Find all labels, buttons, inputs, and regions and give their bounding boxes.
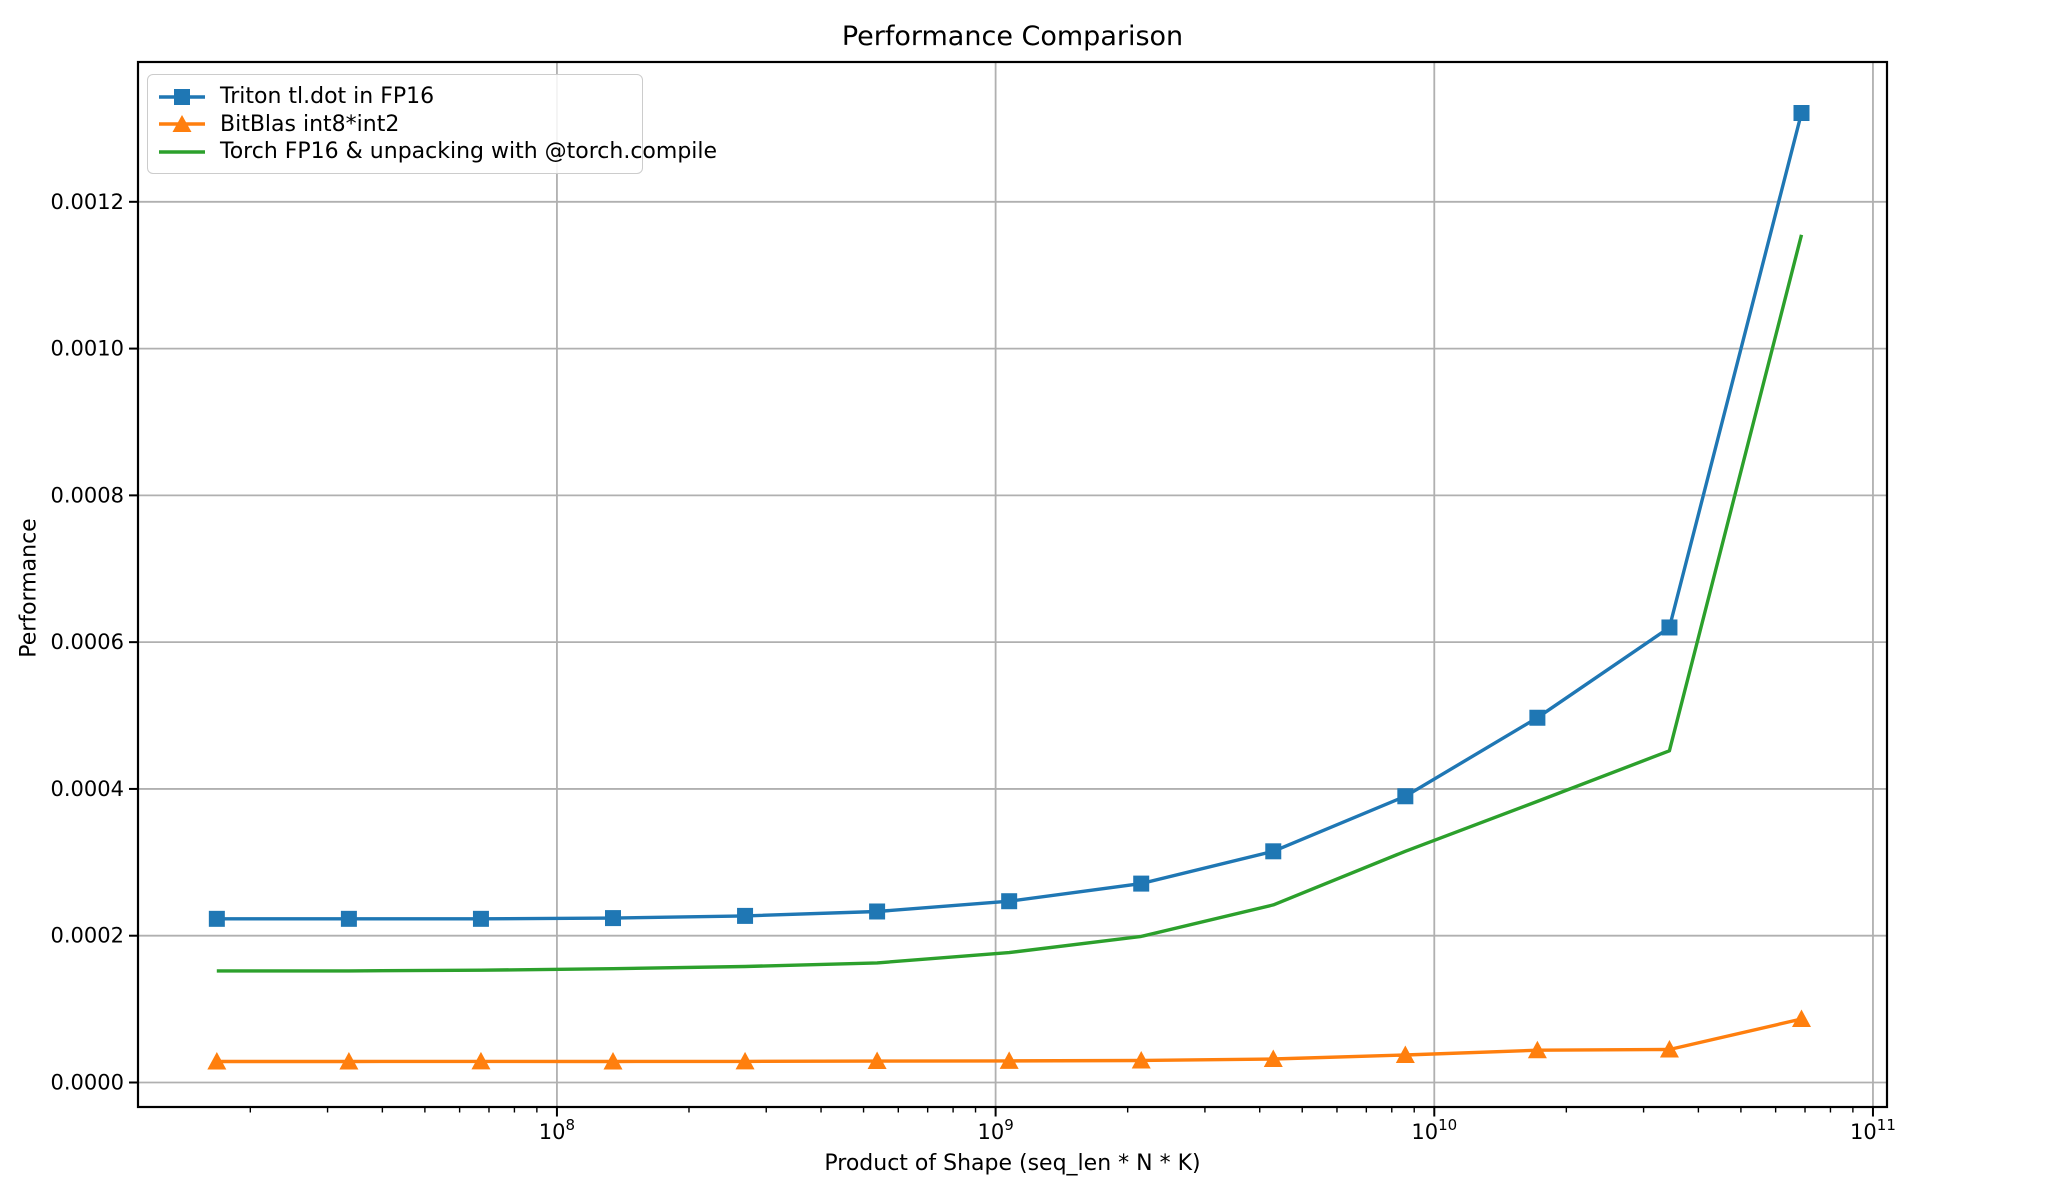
marker-triangle bbox=[867, 1051, 887, 1070]
marker-square bbox=[208, 910, 225, 927]
marker-square bbox=[605, 910, 622, 927]
y-tick-label: 0.0000 bbox=[51, 1070, 124, 1094]
marker-triangle bbox=[1527, 1040, 1547, 1059]
axes-spines bbox=[136, 60, 1889, 1109]
x-axis-label: Product of Shape (seq_len * N * K) bbox=[824, 1151, 1201, 1176]
x-tick-label: 1011 bbox=[1850, 1116, 1896, 1144]
marker-triangle bbox=[207, 1051, 227, 1070]
legend-label: Torch FP16 & unpacking with @torch.compi… bbox=[220, 139, 718, 164]
marker-square bbox=[1133, 875, 1150, 892]
marker-square bbox=[1001, 893, 1018, 910]
marker-square bbox=[1397, 788, 1414, 805]
x-tick-label: 109 bbox=[977, 1116, 1013, 1144]
legend-item-2: Torch FP16 & unpacking with @torch.compi… bbox=[158, 138, 717, 165]
marker-triangle bbox=[1263, 1049, 1283, 1068]
series-2 bbox=[216, 234, 1804, 973]
marker-triangle bbox=[471, 1051, 491, 1070]
tick-labels: 108 109 1010 1011 0.0000 0.0002 0.0004 0.0006 0.… bbox=[51, 190, 1896, 1144]
marker-triangle bbox=[1791, 1009, 1811, 1028]
gridlines bbox=[138, 62, 1887, 1107]
series-1 bbox=[207, 1009, 1811, 1070]
x-tick-label: 108 bbox=[539, 1116, 575, 1144]
marker-triangle bbox=[1131, 1050, 1151, 1069]
series-0 bbox=[208, 105, 1810, 927]
legend-sample-triangle-up bbox=[159, 115, 205, 132]
legend-label: BitBlas int8*int2 bbox=[220, 111, 400, 137]
y-axis-label: Performance bbox=[16, 518, 42, 658]
y-tick-label: 0.0008 bbox=[51, 483, 124, 507]
chart-title: Performance Comparison bbox=[841, 21, 1184, 52]
y-tick-label: 0.0012 bbox=[51, 190, 124, 214]
legend-label: Triton tl.dot in FP16 bbox=[220, 84, 435, 109]
y-tick-label: 0.0006 bbox=[51, 630, 124, 654]
legend-sample-none bbox=[159, 149, 205, 154]
legend-sample-square bbox=[159, 88, 205, 105]
series-line-0 bbox=[216, 112, 1804, 921]
axis-ticks bbox=[129, 200, 1874, 1117]
x-tick-label: 1010 bbox=[1411, 1116, 1457, 1144]
marker-triangle bbox=[735, 1051, 755, 1070]
marker-triangle bbox=[999, 1051, 1019, 1069]
series-line-2 bbox=[216, 234, 1804, 973]
marker-square bbox=[737, 907, 754, 924]
legend: Triton tl.dot in FP16 BitBlas int8*int2 To… bbox=[147, 74, 717, 174]
marker-square bbox=[1529, 709, 1546, 726]
marker-triangle bbox=[1659, 1039, 1679, 1058]
legend-item-1: BitBlas int8*int2 bbox=[158, 111, 632, 138]
marker-triangle bbox=[339, 1051, 359, 1070]
marker-square bbox=[472, 910, 489, 927]
marker-square bbox=[1661, 619, 1678, 636]
y-tick-label: 0.0004 bbox=[51, 777, 124, 801]
marker-square bbox=[340, 910, 357, 927]
marker-triangle bbox=[1395, 1045, 1415, 1063]
marker-triangle bbox=[603, 1051, 623, 1070]
marker-square bbox=[1265, 843, 1282, 860]
y-tick-label: 0.0010 bbox=[51, 337, 124, 361]
marker-square bbox=[869, 903, 886, 920]
y-tick-label: 0.0002 bbox=[51, 924, 124, 948]
legend-item-0: Triton tl.dot in FP16 bbox=[158, 83, 632, 110]
marker-square bbox=[1793, 105, 1810, 122]
